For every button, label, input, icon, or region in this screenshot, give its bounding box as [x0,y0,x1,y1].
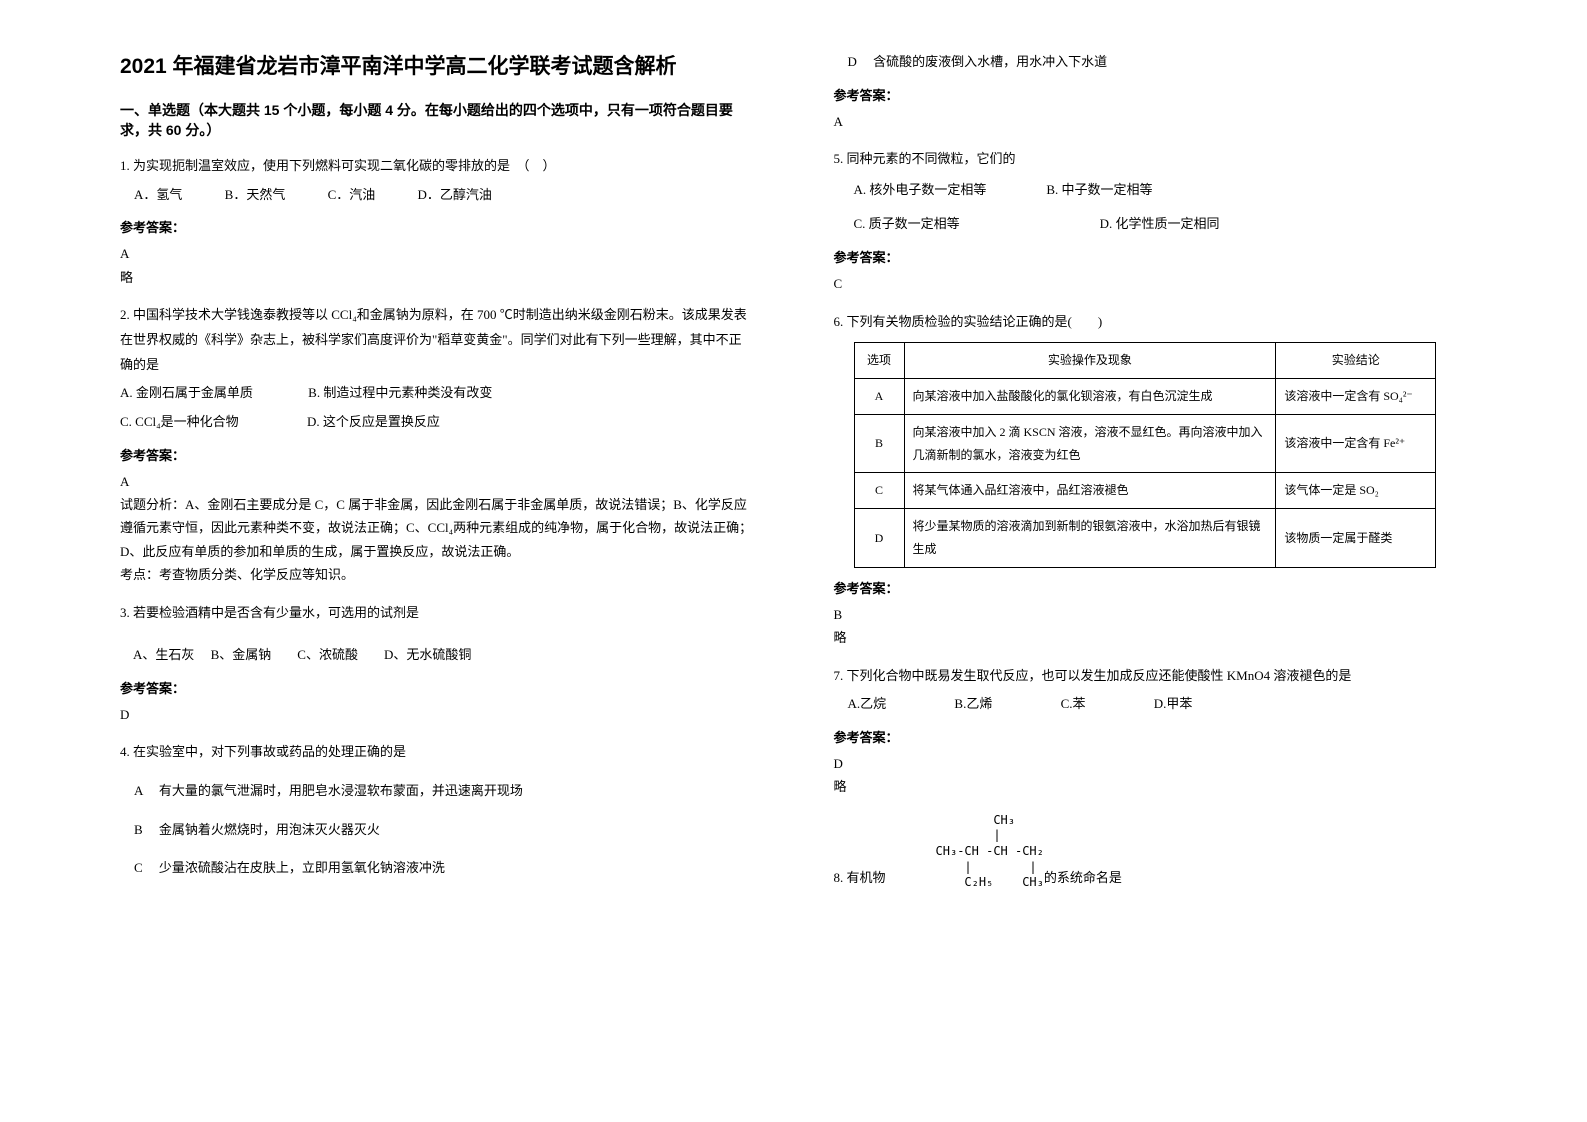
th-conclusion: 实验结论 [1276,343,1436,379]
answer-label: 参考答案： [834,727,1468,746]
answer-label: 参考答案： [120,217,754,236]
q6-stem: 6. 下列有关物质检验的实验结论正确的是( ) [834,310,1468,335]
q5-stem: 5. 同种元素的不同微粒，它们的 [834,147,1468,172]
table-row: B 向某溶液中加入 2 滴 KSCN 溶液，溶液不显红色。再向溶液中加入几滴新制… [854,414,1436,473]
answer-label: 参考答案： [834,85,1468,104]
table-row: A 向某溶液中加入盐酸酸化的氯化钡溶液，有白色沉淀生成 该溶液中一定含有 SO₄… [854,379,1436,415]
answer-label: 参考答案： [120,678,754,697]
q3-options: A、生石灰 B、金属钠 C、浓硫酸 D、无水硫酸铜 [120,643,754,668]
answer-label: 参考答案： [834,247,1468,266]
q3-answer: D [120,703,754,726]
q8-suffix: 的系统命名是 [1044,866,1122,891]
q7-answer: D 略 [834,752,1468,799]
q2-stem: 2. 中国科学技术大学钱逸泰教授等以 CCl₄和金属钠为原料，在 700 ℃时制… [120,303,754,377]
q1-options: A．氢气 B．天然气 C．汽油 D．乙醇汽油 [134,183,754,208]
q2-opt-row1: A. 金刚石属于金属单质 B. 制造过程中元素种类没有改变 [120,381,754,406]
question-5: 5. 同种元素的不同微粒，它们的 A. 核外电子数一定相等 B. 中子数一定相等… [834,147,1468,237]
answer-label: 参考答案： [834,578,1468,597]
q8-prefix: 8. 有机物 [834,866,886,891]
question-8: 8. 有机物 CH₃ | CH₃-CH -CH -CH₂ | | C₂H₅ CH… [834,813,1468,891]
q4-optA: A 有大量的氯气泄漏时，用肥皂水浸湿软布蒙面，并迅速离开现场 [134,779,754,804]
q8-structure: CH₃ | CH₃-CH -CH -CH₂ | | C₂H₅ CH₃ [936,813,1044,891]
question-6: 6. 下列有关物质检验的实验结论正确的是( ) 选项 实验操作及现象 实验结论 … [834,310,1468,568]
q4-optD-cont: D 含硫酸的废液倒入水槽，用水冲入下水道 [834,50,1468,75]
q6-table: 选项 实验操作及现象 实验结论 A 向某溶液中加入盐酸酸化的氯化钡溶液，有白色沉… [854,342,1437,568]
q4-answer: A [834,110,1468,133]
q6-answer: B 略 [834,603,1468,650]
question-4: 4. 在实验室中，对下列事故或药品的处理正确的是 A 有大量的氯气泄漏时，用肥皂… [120,740,754,881]
q2-opt-row2: C. CCl₄是一种化合物 D. 这个反应是置换反应 [120,410,754,435]
q5-row1: A. 核外电子数一定相等 B. 中子数一定相等 [854,178,1468,203]
q5-answer: C [834,272,1468,295]
q2-answer: A 试题分析：A、金刚石主要成分是 C，C 属于非金属，因此金刚石属于非金属单质… [120,470,754,587]
answer-label: 参考答案： [120,445,754,464]
q5-row2: C. 质子数一定相等 D. 化学性质一定相同 [854,212,1468,237]
q4-optB: B 金属钠着火燃烧时，用泡沫灭火器灭火 [134,818,754,843]
question-3: 3. 若要检验酒精中是否含有少量水，可选用的试剂是 A、生石灰 B、金属钠 C、… [120,601,754,668]
section-heading: 一、单选题（本大题共 15 个小题，每小题 4 分。在每小题给出的四个选项中，只… [120,100,754,140]
q4-stem: 4. 在实验室中，对下列事故或药品的处理正确的是 [120,740,754,765]
th-option: 选项 [854,343,904,379]
right-column: D 含硫酸的废液倒入水槽，用水冲入下水道 参考答案： A 5. 同种元素的不同微… [794,50,1488,1072]
document-title: 2021 年福建省龙岩市漳平南洋中学高二化学联考试题含解析 [120,50,754,80]
th-operation: 实验操作及现象 [904,343,1276,379]
q7-options: A.乙烷 B.乙烯 C.苯 D.甲苯 [848,692,1468,717]
question-2: 2. 中国科学技术大学钱逸泰教授等以 CCl₄和金属钠为原料，在 700 ℃时制… [120,303,754,434]
q1-answer: A 略 [120,242,754,289]
table-row: C 将某气体通入品红溶液中，品红溶液褪色 该气体一定是 SO₂ [854,473,1436,509]
question-7: 7. 下列化合物中既易发生取代反应，也可以发生加成反应还能使酸性 KMnO4 溶… [834,664,1468,717]
table-row: D 将少量某物质的溶液滴加到新制的银氨溶液中，水浴加热后有银镜生成 该物质一定属… [854,509,1436,568]
q1-stem: 1. 为实现扼制温室效应，使用下列燃料可实现二氧化碳的零排放的是 （ ） [120,154,754,179]
left-column: 2021 年福建省龙岩市漳平南洋中学高二化学联考试题含解析 一、单选题（本大题共… [100,50,794,1072]
q3-stem: 3. 若要检验酒精中是否含有少量水，可选用的试剂是 [120,601,754,626]
question-1: 1. 为实现扼制温室效应，使用下列燃料可实现二氧化碳的零排放的是 （ ） A．氢… [120,154,754,207]
q7-stem: 7. 下列化合物中既易发生取代反应，也可以发生加成反应还能使酸性 KMnO4 溶… [834,664,1468,689]
q4-optC: C 少量浓硫酸沾在皮肤上，立即用氢氧化钠溶液冲洗 [134,856,754,881]
